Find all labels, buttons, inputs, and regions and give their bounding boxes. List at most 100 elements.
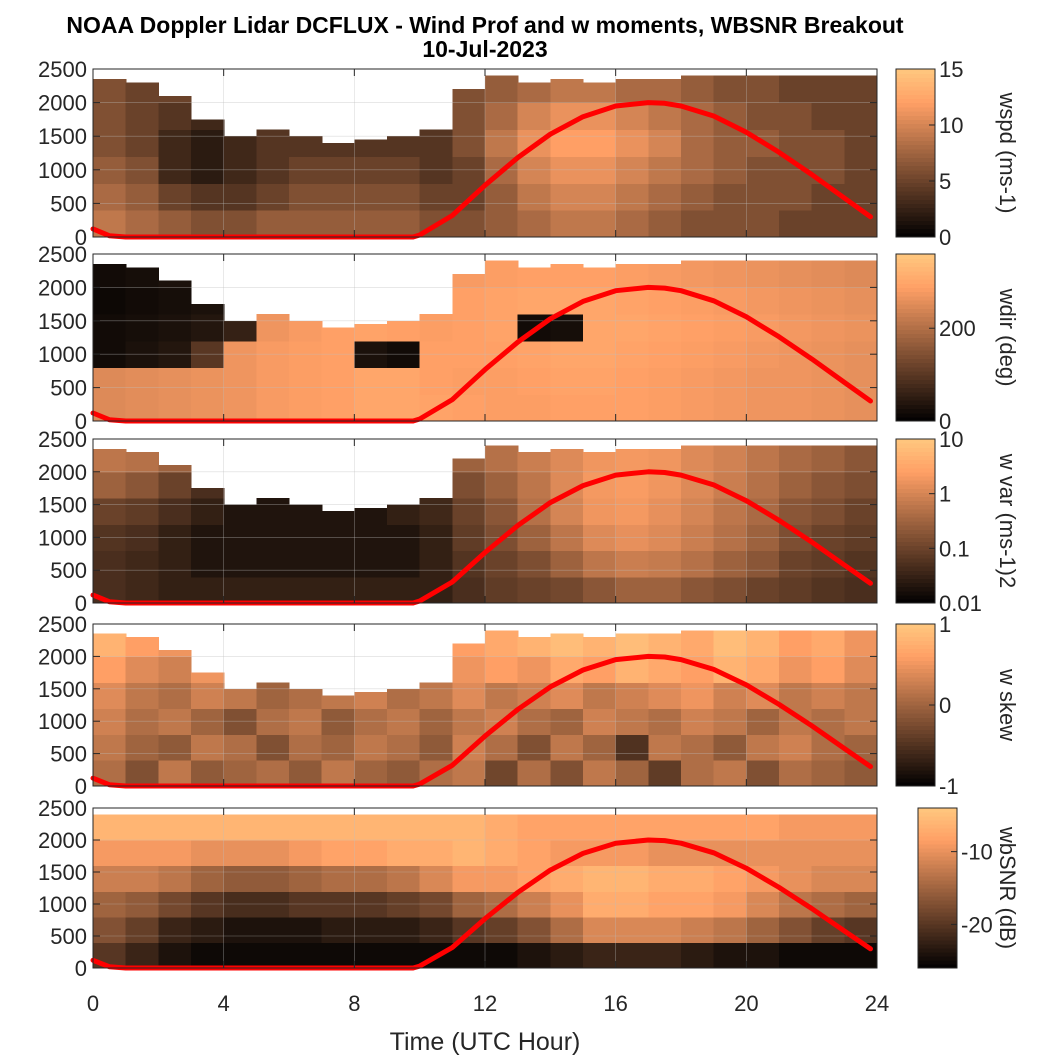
wvar-cell (321, 511, 355, 525)
colorbar-swatch (896, 692, 935, 698)
wskew-cell (191, 734, 225, 761)
colorbar-swatch (918, 932, 957, 937)
wbsnr-cell (321, 916, 355, 943)
wspd-cell (158, 210, 192, 238)
wvar-cell (158, 498, 192, 525)
wspd-cell (746, 102, 780, 131)
wbsnr-cell (387, 916, 421, 943)
colorbar-swatch (896, 207, 935, 213)
colorbar-swatch (896, 329, 935, 334)
colorbar-tick-label: 1 (939, 482, 951, 507)
colorbar-swatch (918, 940, 957, 945)
wskew-cell (93, 656, 127, 683)
colorbar-swatch (918, 892, 957, 897)
wskew-cell (452, 682, 486, 709)
wbsnr-cell (713, 916, 747, 943)
colorbar-swatch (896, 508, 935, 514)
wskew-cell (223, 760, 257, 787)
wspd-cell (583, 183, 617, 211)
colorbar-swatch (896, 705, 935, 710)
wspd-cell (125, 183, 159, 211)
colorbar-swatch (896, 161, 935, 167)
wbsnr-cell (191, 865, 225, 892)
colorbar-swatch (918, 820, 957, 825)
wvar-cell (93, 448, 127, 473)
colorbar-swatch (896, 174, 935, 179)
colorbar-swatch (918, 948, 957, 953)
y-tick-label: 0 (75, 956, 87, 981)
colorbar-swatch (918, 884, 957, 889)
colorbar-swatch (896, 632, 935, 637)
wbsnr-cell (223, 891, 257, 918)
wdir-cell (158, 394, 192, 422)
wspd-cell (452, 89, 486, 104)
wvar-cell (648, 448, 682, 473)
wdir-cell (125, 367, 159, 395)
colorbar-swatch (896, 295, 935, 301)
wspd-cell (844, 102, 878, 131)
wbsnr-cell (485, 916, 519, 943)
wspd-cell (289, 210, 323, 238)
colorbar-swatch (918, 868, 957, 873)
wskew-cell (485, 656, 519, 683)
colorbar-swatch (896, 684, 935, 690)
colorbar-swatch (918, 920, 957, 925)
wspd-cell (452, 102, 486, 131)
wspd-cell (746, 75, 780, 104)
wspd-cell (387, 210, 421, 238)
wskew-cell (485, 630, 519, 657)
colorbar-swatch (896, 90, 935, 95)
wbsnr-cell (256, 865, 290, 892)
panel-wskew: 0 500 1000 1500 2000 2500 -1 0 1 w skew (38, 612, 1020, 799)
wskew-cell (517, 636, 551, 657)
wdir-cell (158, 287, 192, 315)
wvar-cell (517, 550, 551, 578)
wvar-cell (615, 498, 649, 525)
wdir-cell (354, 394, 388, 422)
colorbar-swatch (896, 354, 935, 359)
colorbar-swatch (896, 753, 935, 759)
x-tick-label: 4 (218, 991, 230, 1016)
y-tick-label: 1500 (38, 309, 87, 334)
y-tick-label: 1000 (38, 158, 87, 183)
colorbar-swatch (896, 656, 935, 662)
wvar-cell (419, 524, 453, 552)
colorbar-swatch (896, 182, 935, 188)
wbsnr-cell (256, 840, 290, 867)
colorbar-swatch (896, 408, 935, 414)
colorbar-swatch (918, 836, 957, 841)
wskew-cell (746, 656, 780, 683)
colorbar-tick-label: 0 (939, 409, 951, 434)
wbsnr-cell (844, 942, 878, 969)
wvar-cell (419, 550, 453, 578)
wvar-cell (713, 445, 747, 473)
wdir-cell (289, 394, 323, 422)
wskew-cell (125, 682, 159, 709)
wvar-cell (583, 498, 617, 525)
wvar-cell (485, 550, 519, 578)
wvar-cell (615, 524, 649, 552)
wbsnr-cell (779, 840, 813, 867)
wskew-cell (844, 656, 878, 683)
wvar-cell (158, 471, 192, 499)
colorbar-swatch (918, 848, 957, 853)
wspd-cell (517, 210, 551, 238)
wskew-cell (125, 760, 159, 787)
wbsnr-cell (648, 942, 682, 969)
wvar-cell (452, 576, 486, 604)
wvar-cell (93, 498, 127, 525)
wbsnr-cell (387, 840, 421, 867)
wdir-cell (681, 367, 715, 395)
wbsnr-cell (681, 942, 715, 969)
colorbar-swatch (896, 537, 935, 543)
wspd-cell (387, 136, 421, 157)
colorbar-swatch (896, 717, 935, 722)
colorbar-swatch (896, 178, 935, 183)
wdir-cell (648, 264, 682, 288)
wvar-cell (517, 576, 551, 604)
wdir-cell (713, 260, 747, 288)
colorbar-swatch (918, 952, 957, 957)
wbsnr-cell (125, 891, 159, 918)
colorbar-swatch (896, 308, 935, 314)
colorbar-swatch (896, 582, 935, 588)
